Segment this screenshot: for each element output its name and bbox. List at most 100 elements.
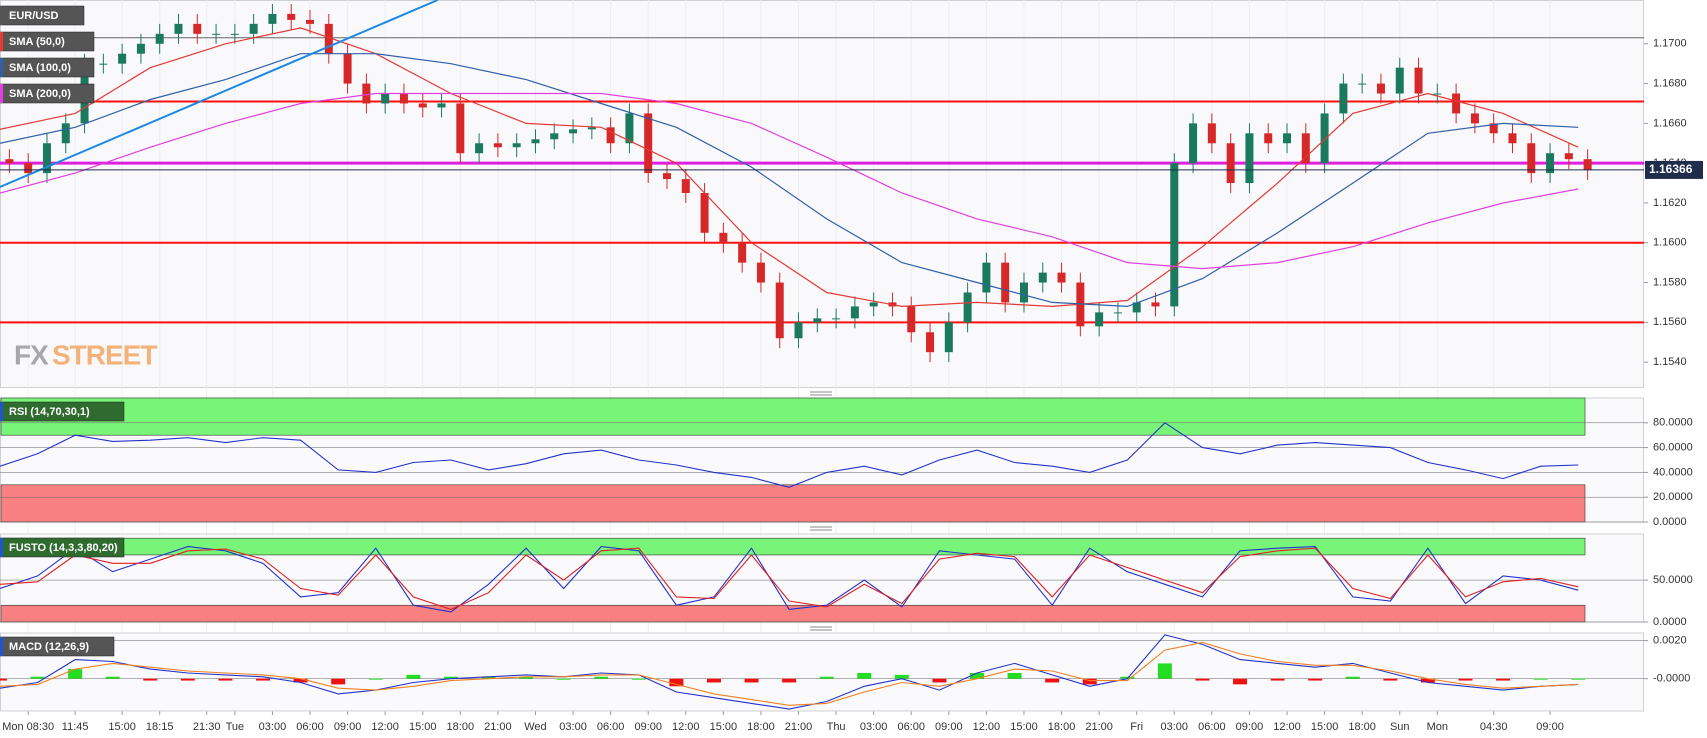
candle-body: [569, 129, 578, 134]
x-tick-label: 06:00: [296, 721, 324, 733]
x-tick-label: Wed: [524, 721, 546, 733]
zone: [0, 484, 1586, 523]
histogram-bar: [68, 669, 83, 679]
histogram-bar: [1496, 678, 1511, 681]
y-tick-label: 0.0000: [1653, 516, 1687, 528]
last-price-box: [1645, 160, 1703, 179]
histogram-bar: [1195, 678, 1210, 681]
candle-body: [1038, 272, 1047, 283]
x-tick-label: 15:00: [108, 721, 136, 733]
candle-body: [155, 33, 164, 44]
histogram-bar: [1120, 676, 1135, 679]
candle-body: [343, 53, 352, 84]
histogram-bar: [594, 676, 609, 679]
x-tick-label: Mon: [1427, 721, 1448, 733]
y-tick-label: 0.0020: [1653, 635, 1687, 647]
histogram-bar: [256, 678, 271, 681]
x-tick-label: 18:00: [447, 721, 475, 733]
candle-body: [738, 242, 747, 263]
legend-label-box: [0, 31, 95, 52]
histogram-bar: [481, 676, 496, 679]
x-tick-label: 09:00: [935, 721, 963, 733]
histogram-bar: [331, 678, 346, 685]
legend-label-box: [0, 83, 95, 104]
histogram-bar: [1383, 678, 1398, 681]
histogram-bar: [782, 678, 797, 683]
histogram-bar: [970, 672, 985, 679]
candle-body: [625, 113, 634, 144]
histogram-bar: [894, 674, 909, 679]
y-tick-label: 1.1540: [1653, 356, 1687, 368]
histogram-bar: [443, 676, 458, 679]
candle-body: [1527, 143, 1536, 174]
x-tick-label: Tue: [226, 721, 245, 733]
symbol-label-box: [0, 5, 85, 26]
panel-label-box: [0, 537, 125, 558]
candle-body: [362, 83, 371, 104]
indicator-line: [0, 422, 1579, 488]
candle-body: [1095, 312, 1104, 327]
histogram-bar: [368, 678, 383, 680]
candle-body: [926, 332, 935, 353]
x-tick-label: 03:00: [559, 721, 587, 733]
x-tick-label: 12:00: [973, 721, 1001, 733]
x-tick-label: 04:30: [1480, 721, 1508, 733]
panel-label-stripe: [0, 402, 3, 421]
candle-body: [1132, 302, 1141, 313]
candle-body: [324, 23, 333, 54]
x-tick-label: 18:00: [1048, 721, 1076, 733]
candle-body: [1395, 67, 1404, 94]
histogram-bar: [1308, 678, 1323, 681]
candle-body: [1113, 312, 1122, 314]
candle-body: [174, 23, 183, 34]
x-tick-label: 15:00: [1010, 721, 1038, 733]
candle-body: [1376, 83, 1385, 94]
candle-body: [42, 143, 51, 174]
candle-body: [1564, 153, 1573, 160]
x-tick-label: 03:00: [1161, 721, 1189, 733]
x-tick-label: 15:00: [409, 721, 437, 733]
y-tick-label: 50.0000: [1653, 574, 1693, 586]
candle-body: [907, 306, 916, 333]
panel-label: RSI (14,70,30,1): [9, 406, 90, 418]
panel-label: MACD (12,26,9): [9, 641, 89, 653]
x-tick-label: 09:00: [334, 721, 362, 733]
symbol-label-stripe: [0, 6, 3, 25]
x-tick-label: 06:00: [897, 721, 925, 733]
candle-body: [1489, 123, 1498, 134]
candle-body: [381, 93, 390, 104]
panel-label-stripe: [0, 637, 3, 656]
candle-body: [1470, 113, 1479, 124]
candle-body: [1001, 262, 1010, 303]
y-tick-label: 80.0000: [1653, 417, 1693, 429]
candle-body: [437, 103, 446, 108]
candle-body: [268, 13, 277, 24]
y-tick-label: 1.1600: [1653, 237, 1687, 249]
legend-label-stripe: [0, 58, 3, 77]
legend-label-stripe: [0, 84, 3, 103]
candle-body: [1264, 133, 1273, 144]
candle-body: [249, 23, 258, 34]
trend-line: [0, 0, 439, 188]
candle-body: [287, 13, 296, 20]
x-tick-label: 18:00: [747, 721, 775, 733]
candle-body: [136, 43, 145, 54]
y-tick-label: -0.0000: [1653, 673, 1690, 685]
candle-body: [1170, 163, 1179, 307]
candle-body: [212, 33, 221, 35]
histogram-bar: [669, 678, 684, 687]
y-tick-label: 1.1700: [1653, 38, 1687, 50]
x-tick-label: 11:45: [62, 721, 89, 733]
histogram-bar: [1007, 672, 1022, 679]
last-price-label: 1.16366: [1649, 162, 1693, 176]
candle-body: [550, 133, 559, 140]
candle-body: [1057, 272, 1066, 283]
panel-label-box: [0, 401, 125, 422]
sma-line: [0, 27, 1579, 308]
legend-label: SMA (50,0): [9, 36, 65, 48]
histogram-bar: [857, 672, 872, 679]
x-tick-label: 15:00: [1311, 721, 1339, 733]
zone: [0, 604, 1586, 623]
